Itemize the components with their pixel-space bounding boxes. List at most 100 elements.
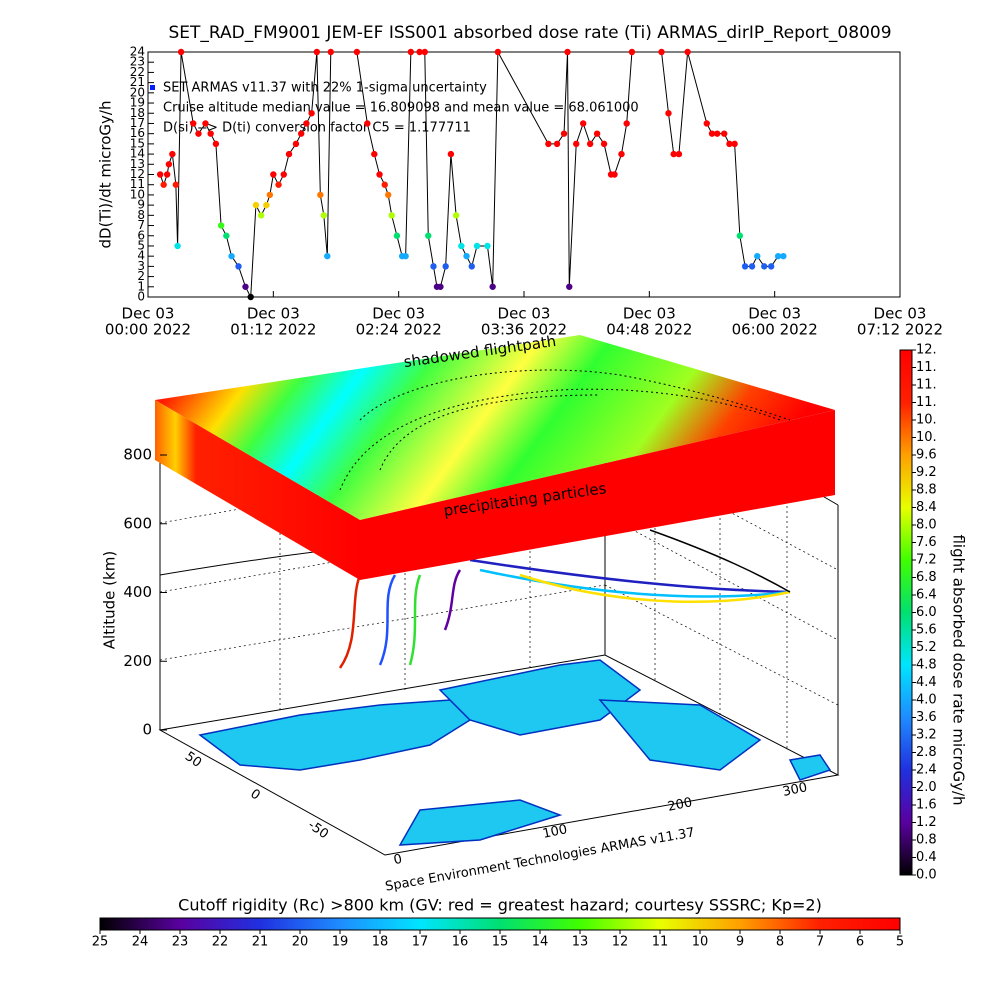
x-tick-label: Dec 03 — [623, 305, 676, 323]
data-point — [313, 48, 321, 56]
y-tick-label: 14 — [130, 147, 145, 161]
slab-top — [155, 335, 835, 520]
colorbar-tick-label: 11. — [916, 378, 937, 393]
colorbar-tick-label: 18 — [372, 935, 389, 950]
annotation: SET ARMAS v11.37 with 22% 1-sigma uncert… — [163, 81, 487, 96]
data-point — [484, 242, 491, 250]
data-point — [257, 212, 265, 219]
data-point — [618, 150, 625, 158]
x-tick-label: 07:12 2022 — [857, 321, 943, 339]
colorbar-tick-label: 9.2 — [916, 465, 937, 480]
data-point — [761, 263, 768, 270]
data-point — [665, 110, 672, 117]
data-point — [447, 150, 455, 158]
colorbar-tick-label: 11 — [652, 935, 669, 950]
y-tick-label: 21 — [130, 75, 145, 89]
colorbar-tick-label: 21 — [252, 935, 269, 950]
data-point — [169, 150, 176, 158]
data-point — [266, 191, 274, 199]
x-tick-label: 02:24 2022 — [356, 321, 442, 339]
data-point — [252, 201, 260, 209]
colorbar — [899, 349, 913, 876]
data-point — [463, 252, 470, 260]
data-point — [165, 161, 173, 168]
y-tick-label: 11 — [130, 177, 145, 191]
y-tick-label: 13 — [130, 157, 145, 171]
colorbar-tick-label: 6.0 — [916, 605, 937, 620]
z-axis-label: Altitude (km) — [101, 551, 119, 649]
colorbar-tick-label: 2.8 — [916, 745, 937, 760]
x-tick-label: Dec 03 — [247, 305, 300, 323]
data-point — [371, 150, 378, 158]
data-point — [442, 263, 449, 270]
annotation: D(si) --> D(ti) conversion factor C5 = 1… — [163, 121, 471, 136]
data-point — [353, 48, 361, 56]
data-point — [242, 283, 249, 290]
colorbar-tick-label: 8.4 — [916, 500, 937, 515]
colorbar-tick-label: 8 — [776, 935, 784, 950]
lon-tick-label: 300 — [781, 780, 808, 800]
data-point — [726, 140, 733, 148]
y-tick-label: 17 — [130, 116, 145, 130]
slab-side — [360, 410, 835, 580]
data-point — [720, 130, 728, 137]
data-point — [430, 263, 437, 270]
map — [198, 659, 832, 846]
y-tick-label: 9 — [137, 198, 145, 212]
x-tick-label: Dec 03 — [498, 305, 551, 323]
surface-plot: shadowed flightpath precipitating partic… — [101, 332, 840, 895]
data-point — [317, 191, 324, 199]
data-point — [708, 130, 716, 137]
data-point — [421, 48, 428, 56]
colorbar-label: flight absorbed dose rate microGy/h — [950, 534, 968, 805]
data-point — [623, 120, 630, 127]
data-point — [628, 48, 636, 56]
chart-title: SET_RAD_FM9001 JEM-EF ISS001 absorbed do… — [168, 23, 891, 43]
z-tick-label: 0 — [142, 721, 152, 739]
data-point — [416, 48, 423, 56]
data-point — [163, 171, 171, 178]
z-tick-label: 200 — [123, 652, 152, 670]
colorbar-tick-label: 5 — [896, 935, 904, 950]
colorbar-tick-label: 24 — [132, 935, 149, 950]
y-tick-label: 15 — [130, 136, 145, 150]
colorbar-tick-label: 10. — [916, 430, 937, 445]
data-point — [425, 232, 432, 239]
colorbar-tick-label: 11. — [916, 395, 937, 410]
colorbar-tick-label: 6.4 — [916, 588, 937, 603]
data-point — [172, 181, 180, 188]
data-point — [297, 130, 305, 137]
grid — [159, 400, 839, 748]
y-tick-label: 19 — [130, 96, 145, 110]
lon-tick-label: 100 — [541, 822, 568, 842]
colorbar-tick-label: 6 — [856, 935, 864, 950]
colorbar-tick-label: 2.4 — [916, 763, 937, 778]
colorbar-tick-label: 5.2 — [916, 640, 937, 655]
colorbar-tick-label: 2.0 — [916, 780, 937, 795]
lat-tick-label: 0 — [247, 786, 262, 803]
data-point — [573, 140, 580, 148]
x-tick-label: Dec 03 — [748, 305, 801, 323]
y-tick-label: 10 — [130, 187, 145, 201]
colorbar-tick-label: 15 — [492, 935, 509, 950]
data-point — [320, 212, 328, 219]
y-tick-label: 16 — [130, 126, 145, 140]
data-point — [560, 130, 568, 137]
data-point — [174, 242, 181, 250]
lon-tick-label: 0 — [392, 852, 403, 868]
y-tick-label: 12 — [130, 167, 145, 181]
data-point — [402, 252, 409, 260]
colorbar-tick-label: 8.0 — [916, 518, 937, 533]
flight-tracks — [159, 529, 791, 669]
colorbar-tick-label: 9.6 — [916, 448, 937, 463]
y-tick-label: 8 — [137, 208, 145, 222]
colorbar-tick-label: 17 — [412, 935, 429, 950]
y-tick-label: 6 — [137, 228, 145, 242]
data-point — [600, 140, 608, 148]
data-point — [564, 48, 571, 56]
data-point — [489, 283, 496, 290]
colorbar-tick-label: 6.8 — [916, 570, 937, 585]
data-point — [275, 181, 282, 188]
colorbar-tick-label: 3.6 — [916, 710, 937, 725]
x-tick-label: 06:00 2022 — [732, 321, 818, 339]
